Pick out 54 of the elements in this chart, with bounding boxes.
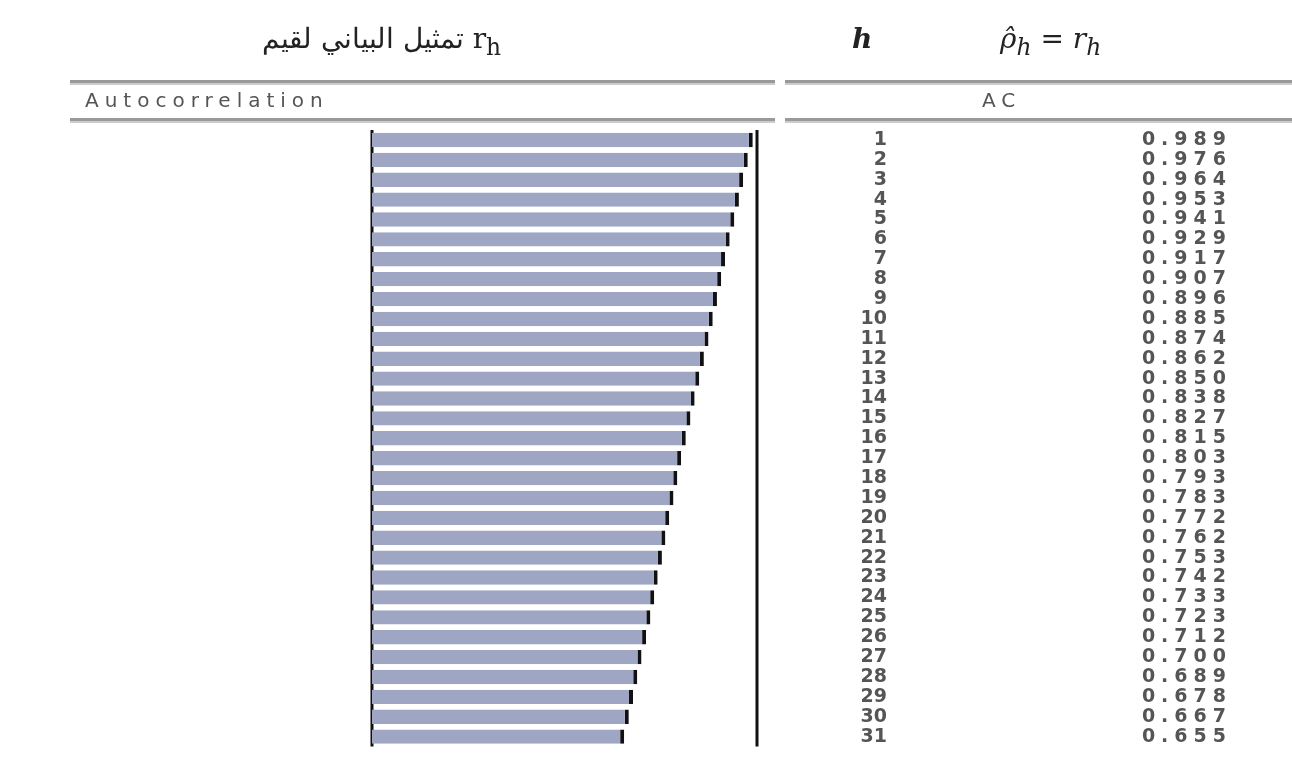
data-label: 0.874 (1141, 325, 1232, 348)
y-tick-label: 5 (873, 206, 887, 229)
y-axis-title: h (852, 22, 873, 55)
data-label: 0.655 (1141, 723, 1232, 746)
y-tick-label: 29 (860, 683, 887, 706)
y-tick-label: 25 (860, 604, 887, 627)
y-tick-label: 2 (873, 146, 887, 169)
y-tick-label: 14 (860, 385, 887, 408)
text: AC (982, 88, 1022, 112)
data-label: 0.733 (1141, 584, 1232, 607)
y-tick-label: 20 (860, 504, 887, 527)
y-tick-label: 3 (873, 166, 887, 189)
y-tick-label: 26 (860, 624, 887, 647)
y-tick-label: 17 (860, 445, 887, 468)
y-tick-label: 6 (873, 226, 887, 249)
data-label: 0.753 (1141, 544, 1232, 567)
data-label: 0.964 (1141, 166, 1232, 189)
data-label: 0.803 (1141, 445, 1232, 468)
data-label: 0.723 (1141, 604, 1232, 627)
data-label: 0.667 (1141, 703, 1232, 726)
y-tick-label: 24 (860, 584, 887, 607)
data-label: 0.929 (1141, 226, 1232, 249)
data-label: 0.815 (1141, 425, 1232, 448)
y-tick-label: 12 (860, 345, 887, 368)
text: ρ̂$_{h}$ = r$_{h}$ (1000, 22, 1102, 61)
y-tick-label: 8 (873, 266, 887, 289)
y-tick-label: 7 (873, 246, 887, 269)
y-tick-label: 15 (860, 405, 887, 428)
y-tick-label: 4 (873, 186, 887, 209)
y-tick-label: 11 (860, 325, 887, 348)
data-label: 0.917 (1141, 246, 1232, 269)
y-tick-label: 16 (860, 425, 887, 448)
data-label: 0.742 (1141, 564, 1232, 587)
data-label: 0.907 (1141, 266, 1232, 289)
data-label: 0.838 (1141, 385, 1232, 408)
data-label: 0.976 (1141, 146, 1232, 169)
data-label: 0.678 (1141, 683, 1232, 706)
y-tick-label: 31 (860, 723, 887, 746)
data-label: 0.953 (1141, 186, 1232, 209)
y-tick-label: 21 (860, 524, 887, 547)
y-tick-label: 30 (860, 703, 887, 726)
data-label: 0.772 (1141, 504, 1232, 527)
data-label: 0.712 (1141, 624, 1232, 647)
data-label: 0.989 (1141, 126, 1232, 149)
y-tick-label: 13 (860, 365, 887, 388)
y-tick-label: 1 (873, 126, 887, 149)
y-tick-label: 23 (860, 564, 887, 587)
y-tick-label: 22 (860, 544, 887, 567)
data-label: 0.941 (1141, 206, 1232, 229)
data-label: 0.762 (1141, 524, 1232, 547)
data-label: 0.827 (1141, 405, 1232, 428)
text: Autocorrelation (85, 88, 329, 112)
data-label: 0.850 (1141, 365, 1232, 388)
data-label: 0.862 (1141, 345, 1232, 368)
